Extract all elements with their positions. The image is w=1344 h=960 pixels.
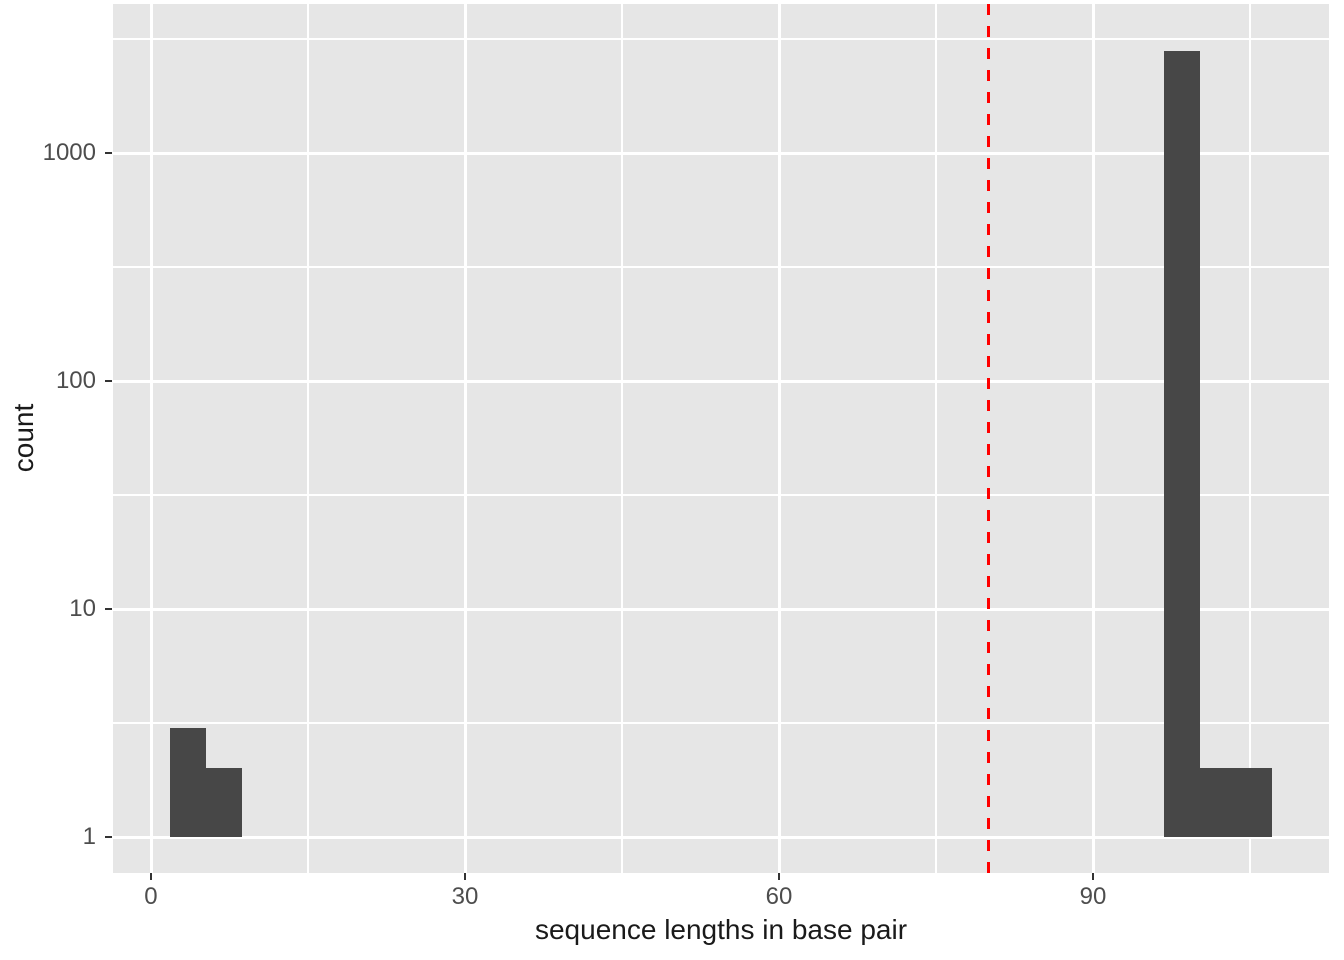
x-tick-mark bbox=[463, 873, 466, 880]
major-gridline-x bbox=[149, 4, 153, 873]
major-gridline-y bbox=[113, 835, 1329, 839]
minor-gridline-y bbox=[113, 494, 1329, 497]
minor-gridline-x bbox=[306, 4, 309, 873]
x-tick-label: 90 bbox=[1079, 883, 1107, 910]
major-gridline-y bbox=[113, 608, 1329, 612]
histogram-bar bbox=[1236, 768, 1273, 837]
x-tick-label: 30 bbox=[451, 883, 479, 910]
x-tick-mark bbox=[1091, 873, 1094, 880]
major-gridline-y bbox=[113, 152, 1329, 156]
histogram-bar bbox=[169, 728, 206, 837]
minor-gridline-y bbox=[113, 38, 1329, 41]
y-tick-mark bbox=[105, 380, 112, 383]
y-tick-mark bbox=[105, 608, 112, 611]
major-gridline-x bbox=[463, 4, 467, 873]
y-tick-label: 10 bbox=[69, 595, 96, 623]
x-tick-label: 0 bbox=[144, 883, 158, 910]
minor-gridline-x bbox=[620, 4, 623, 873]
y-axis-title: count bbox=[8, 403, 39, 473]
threshold-dashed-line bbox=[986, 4, 990, 873]
histogram-bar bbox=[1200, 768, 1237, 837]
histogram-bar bbox=[1164, 51, 1201, 837]
minor-gridline-y bbox=[113, 266, 1329, 269]
minor-gridline-x bbox=[934, 4, 937, 873]
y-tick-mark bbox=[105, 152, 112, 155]
major-gridline-x bbox=[1091, 4, 1095, 873]
histogram-bar bbox=[205, 768, 243, 837]
y-tick-label: 1 bbox=[82, 822, 96, 850]
y-tick-mark bbox=[105, 835, 112, 838]
x-tick-label: 60 bbox=[765, 883, 793, 910]
plot-panel bbox=[113, 4, 1329, 873]
y-tick-label: 1000 bbox=[42, 139, 96, 167]
major-gridline-y bbox=[113, 380, 1329, 384]
minor-gridline-x bbox=[1248, 4, 1251, 873]
x-tick-mark bbox=[149, 873, 152, 880]
x-tick-mark bbox=[777, 873, 780, 880]
x-axis-title: sequence lengths in base pair bbox=[534, 914, 908, 945]
y-tick-label: 100 bbox=[55, 367, 96, 395]
minor-gridline-y bbox=[113, 721, 1329, 724]
major-gridline-x bbox=[777, 4, 781, 873]
